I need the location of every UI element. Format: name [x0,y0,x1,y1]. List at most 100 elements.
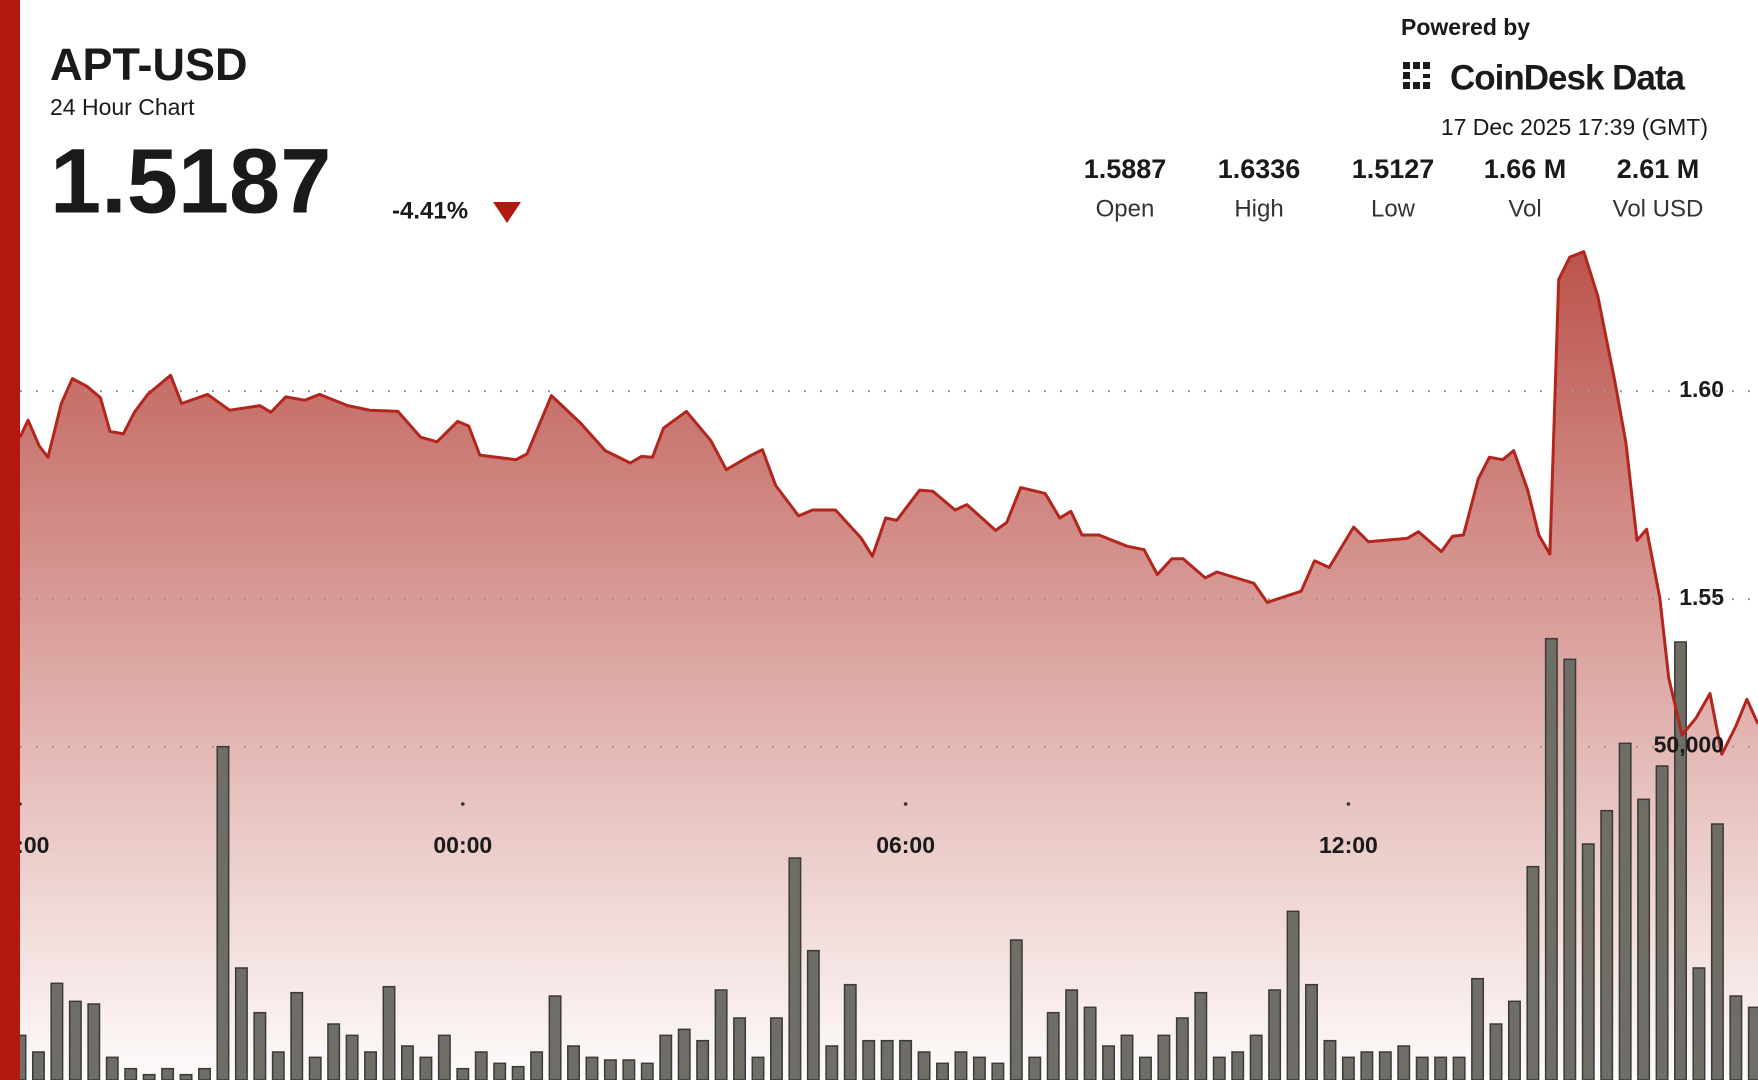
volume-bar [677,1028,691,1080]
brand-logo [1403,62,1430,89]
volume-bar [437,1034,451,1080]
volume-bar [567,1045,580,1080]
volume-bar [68,1000,82,1080]
volume-bar [917,1051,931,1080]
price-area [20,251,1758,1080]
volume-bar [659,1034,673,1080]
line-layer [18,250,1758,756]
volume-bar [456,1067,470,1080]
volume-bar [843,983,857,1080]
volume-bar [622,1059,636,1080]
volume-bar [419,1056,433,1080]
x-tick-mark [461,802,465,806]
volume-bar [1397,1045,1411,1080]
volume-bar [1194,991,1208,1080]
x-tick-label: 12:00 [1319,832,1378,858]
down-arrow [493,202,521,223]
volume-bar [714,989,728,1080]
stat-label: Vol USD [1613,195,1704,222]
volume-bar [1009,939,1023,1080]
y-tick-label: 50,000 [1654,732,1724,758]
volume-bar [234,967,248,1080]
stat-label: Open [1096,195,1155,222]
y-tick-label: 1.55 [1679,584,1724,610]
volume-bar [493,1062,507,1080]
volume-bar [1249,1034,1263,1080]
volume-bar [1471,977,1485,1080]
volume-bar [105,1056,119,1080]
volume-bar [364,1051,378,1080]
stat-value: 1.5887 [1084,154,1167,184]
stat-value: 2.61 M [1617,154,1700,184]
stat-value: 1.5127 [1352,154,1435,184]
area-layer [20,251,1758,1080]
volume-bar [1415,1056,1429,1080]
volume-bar [1138,1056,1152,1080]
volume-bar [1563,658,1577,1080]
volume-bar [696,1039,710,1080]
volume-bar [899,1039,913,1080]
x-tick-mark [903,802,908,806]
volume-bar [1618,742,1632,1080]
volume-bar [1600,809,1614,1080]
volume-bar [345,1034,359,1080]
volume-bar [271,1051,285,1080]
stat-label: Vol [1508,195,1541,222]
y-tick-label: 1.60 [1679,376,1724,402]
x-tick-label: 06:00 [876,832,935,858]
volume-bar [530,1051,544,1080]
volume-bar [1544,637,1558,1080]
volume-bar [1360,1051,1374,1080]
volume-bar [972,1056,986,1080]
volume-bar [1710,823,1724,1080]
volume-bar [1581,843,1595,1080]
stat-label: High [1234,195,1283,222]
volume-bar [954,1051,968,1080]
stats: 1.5887 Open 1.6336 High 1.5127 Low 1.66 M Vol 2.… [1084,154,1704,222]
volume-bar [825,1045,839,1080]
volume-bar [788,857,802,1080]
volume-bar [1083,1006,1097,1080]
volume-bar [1065,989,1079,1080]
volume-bar [733,1017,747,1080]
volume-bar [124,1067,138,1080]
volume-bar [1028,1056,1042,1080]
price: 1.5187 [50,130,331,232]
volume-bar [50,982,64,1080]
volume-bar [1175,1017,1189,1080]
stat-label: Low [1371,195,1416,222]
volume-bar [179,1073,193,1080]
volume-bar [1268,989,1282,1080]
x-tick-mark [1346,802,1351,806]
volume-bar [1341,1056,1355,1080]
volume-bar [87,1003,101,1080]
volume-bar [1157,1034,1171,1080]
volume-bar [1046,1011,1060,1080]
volume-bar [1692,967,1706,1080]
subtitle: 24 Hour Chart [50,94,195,120]
stat-value: 1.6336 [1218,154,1301,184]
volume-bar [1674,641,1687,1080]
volume-bar [216,745,230,1080]
bar-layer [13,637,1758,1080]
volume-bar [142,1073,156,1080]
volume-bar [603,1059,617,1080]
volume-bar [1102,1045,1116,1080]
volume-bar [880,1039,894,1080]
volume-bar [1729,995,1743,1080]
volume-bar [31,1051,45,1080]
volume-bar [1434,1056,1448,1080]
change: -4.41% [392,197,468,224]
volume-bar [1747,1006,1758,1080]
x-tick-label: 00:00 [433,832,492,858]
stat-value: 1.66 M [1484,154,1567,184]
volume-bar [548,995,562,1080]
volume-bar [1526,865,1540,1080]
volume-bar [308,1056,322,1080]
volume-bar [198,1067,211,1080]
volume-bar [862,1039,876,1080]
volume-bar [1489,1023,1503,1080]
volume-bar [382,985,396,1080]
volume-bar [400,1045,414,1080]
